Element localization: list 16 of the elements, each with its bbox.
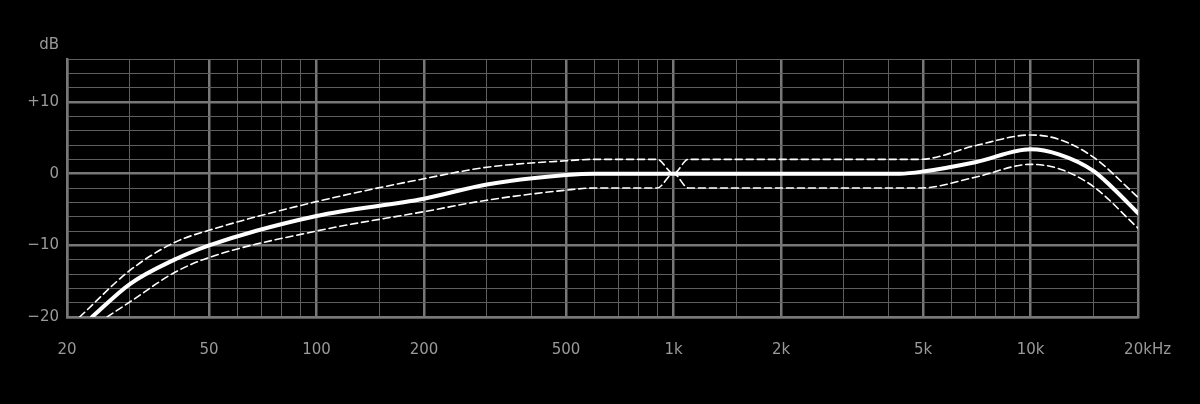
x-tick-label: 500: [551, 339, 581, 358]
x-tick-label: 2k: [771, 339, 791, 358]
x-tick-label: 20k: [1124, 339, 1153, 358]
x-tick-label: 200: [409, 339, 439, 358]
x-tick-label: 1k: [664, 339, 683, 358]
y-axis-title: dB: [39, 34, 59, 53]
y-tick-label: 0: [49, 163, 59, 182]
x-tick-label: 50: [199, 339, 219, 358]
x-tick-label: 100: [302, 339, 331, 358]
x-tick-label: 10k: [1016, 339, 1045, 358]
x-axis-title: Hz: [1151, 339, 1172, 358]
y-tick-label: −20: [27, 306, 59, 325]
y-tick-label: −10: [27, 235, 59, 254]
x-tick-label: 20: [57, 339, 77, 358]
x-tick-label: 5k: [913, 339, 933, 358]
y-tick-label: +10: [27, 91, 59, 110]
